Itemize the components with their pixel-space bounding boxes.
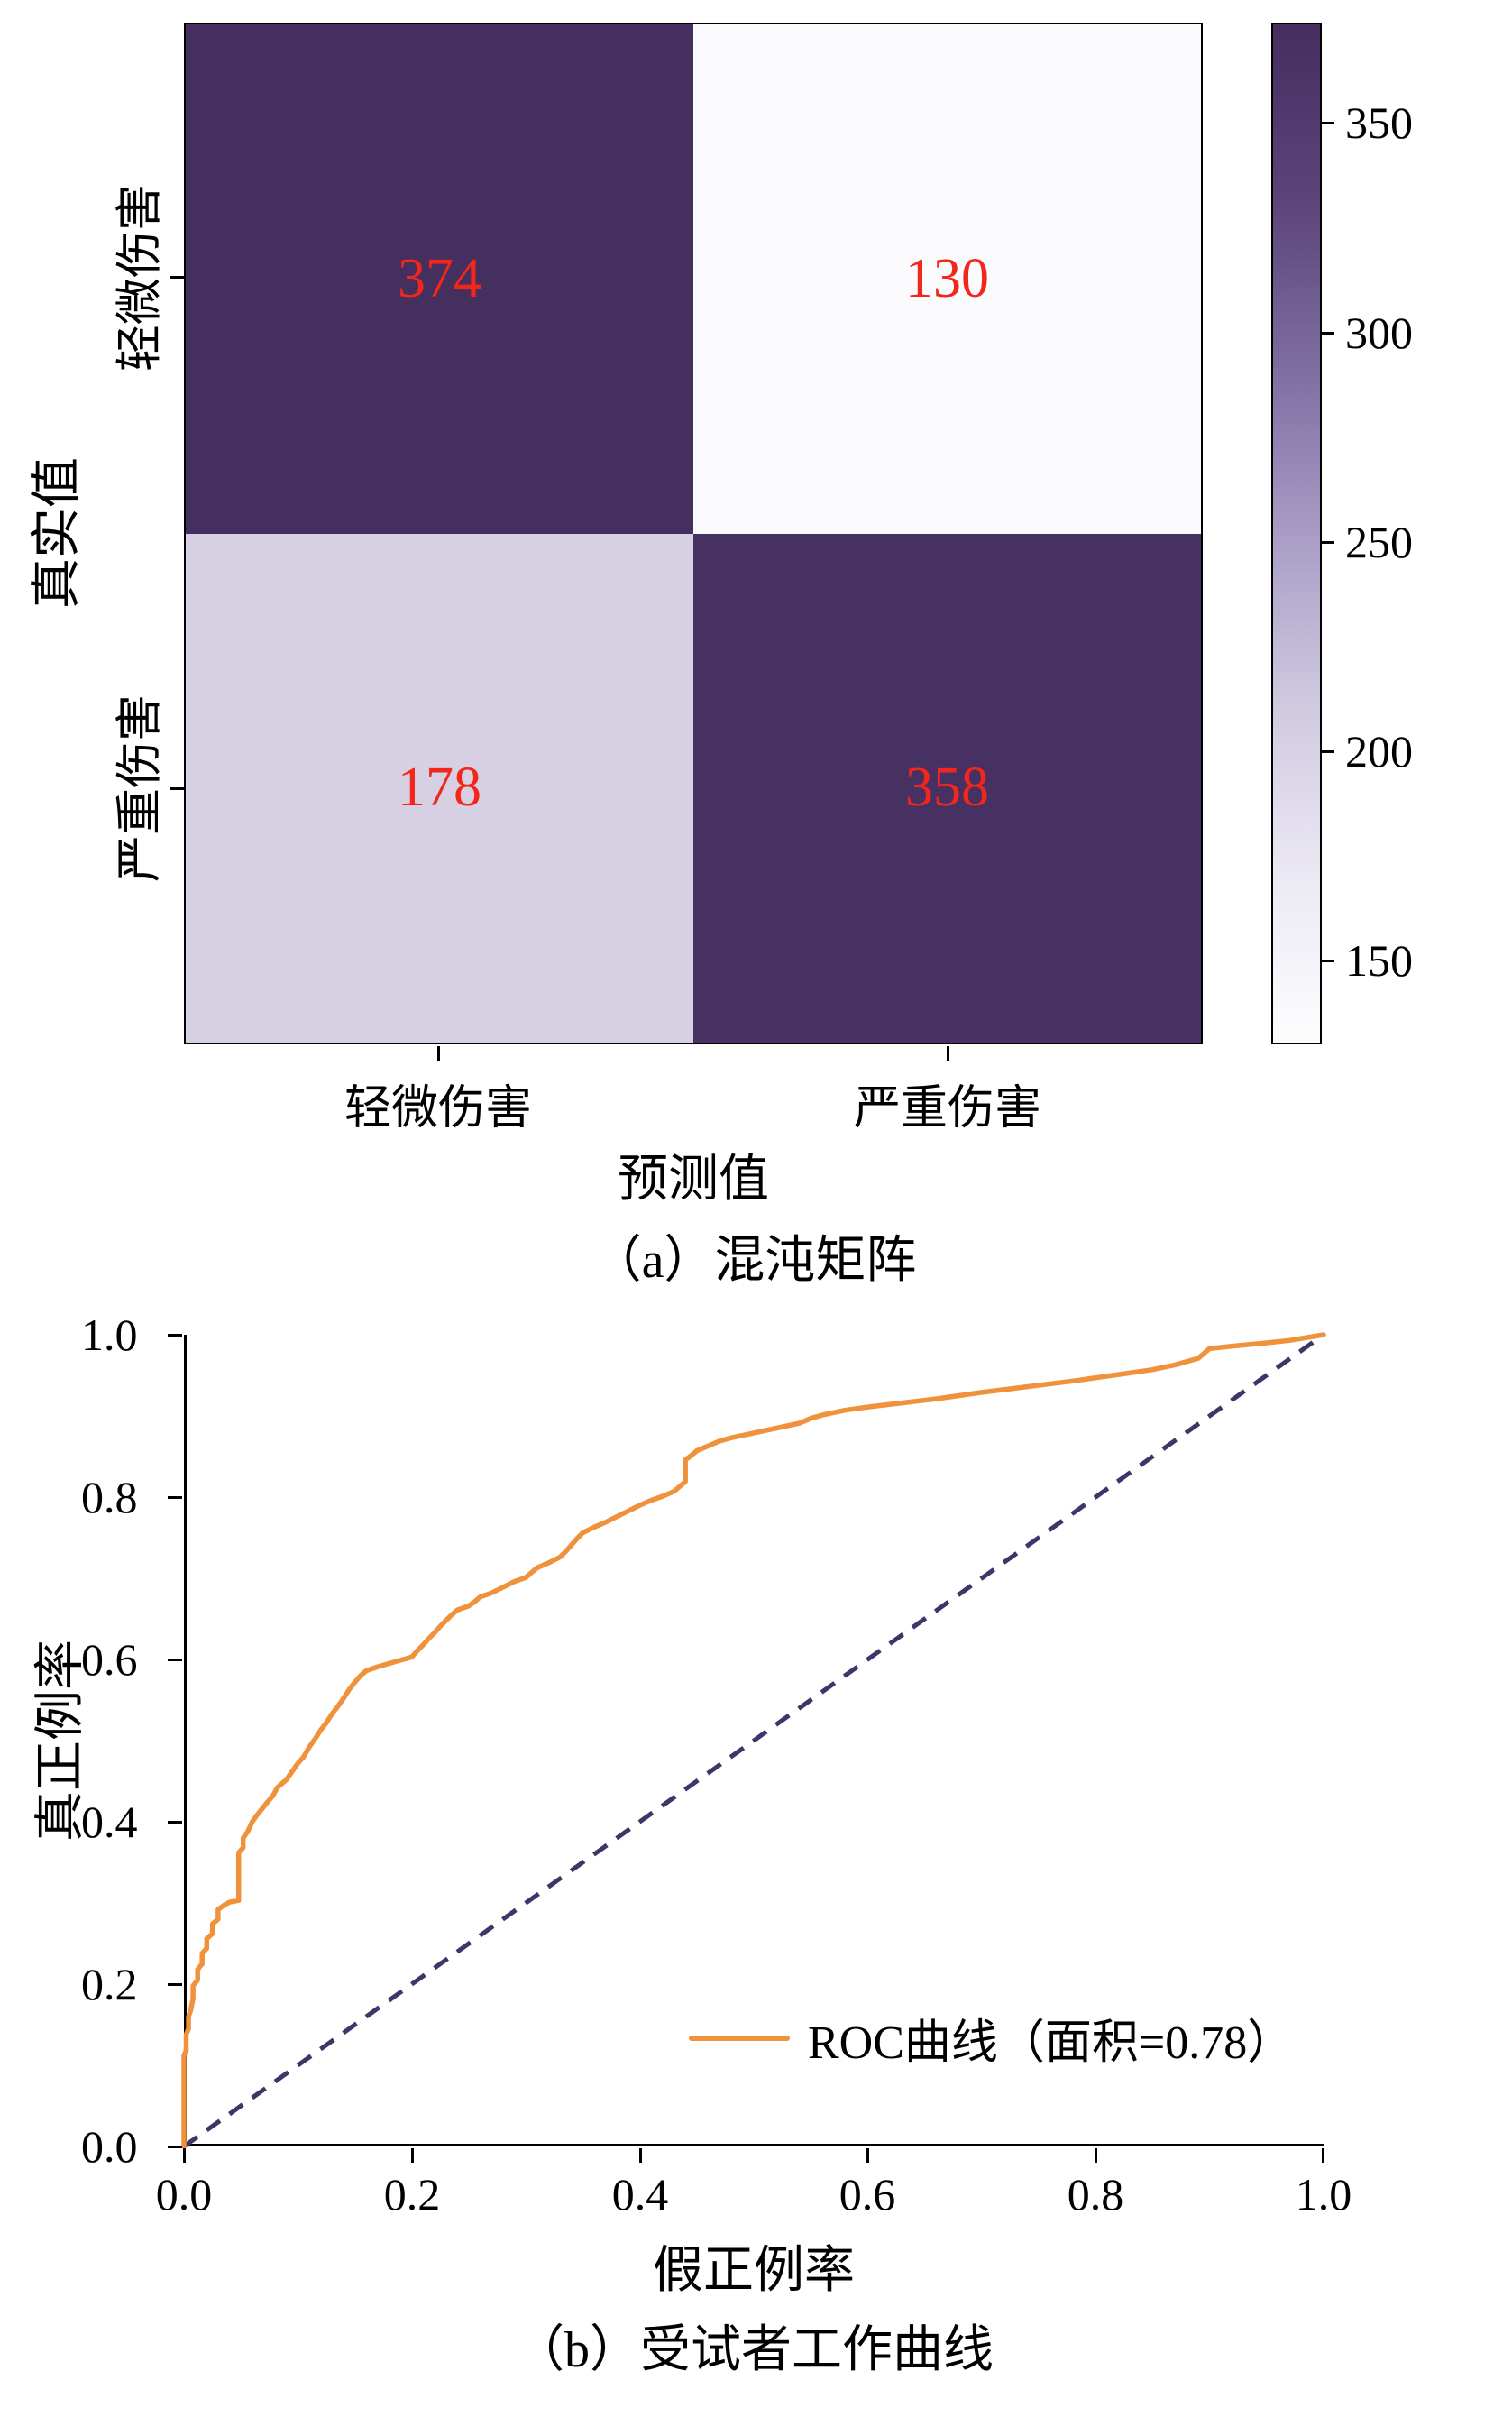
diagonal-reference-line bbox=[182, 1332, 1325, 2149]
caption-b: （b）受试者工作曲线 bbox=[514, 2322, 994, 2378]
colorbar-label-250: 250 bbox=[1345, 517, 1413, 567]
roc-xtick-label-0.4: 0.4 bbox=[611, 2169, 669, 2219]
cm-col-label-0: 轻微伤害 bbox=[344, 1083, 533, 1135]
roc-ytick-label-1.0: 1.0 bbox=[81, 1310, 138, 1360]
roc-xtick-label-0.2: 0.2 bbox=[383, 2169, 441, 2219]
cm-xtick-mark-0 bbox=[437, 1046, 440, 1061]
colorbar-label-150: 150 bbox=[1345, 935, 1413, 986]
roc-ytick-label-0.6: 0.6 bbox=[81, 1634, 138, 1685]
confusion-matrix-plot: 374 130 178 358 bbox=[184, 23, 1203, 1044]
cm-row-label-1: 严重伤害 bbox=[115, 694, 167, 883]
cm-value-row1-col1: 358 bbox=[905, 757, 989, 819]
colorbar-label-200: 200 bbox=[1345, 726, 1413, 777]
roc-xlabel: 假正例率 bbox=[653, 2243, 855, 2299]
cm-ylabel: 真实值 bbox=[29, 457, 86, 609]
cm-col-label-1: 严重伤害 bbox=[853, 1083, 1042, 1135]
roc-xtick-mark-0.0 bbox=[183, 2148, 186, 2163]
roc-xtick-mark-0.4 bbox=[639, 2148, 642, 2163]
roc-axes-frame bbox=[184, 1335, 1324, 2146]
roc-xtick-mark-0.8 bbox=[1095, 2148, 1097, 2163]
roc-ytick-label-0.8: 0.8 bbox=[81, 1472, 138, 1522]
cm-ytick-mark-1 bbox=[170, 787, 184, 790]
roc-ytick-mark-0.0 bbox=[168, 2146, 182, 2148]
cm-cell-row0-col1: 130 bbox=[693, 24, 1201, 534]
colorbar-tick-mark-150 bbox=[1322, 960, 1334, 962]
cm-xlabel: 预测值 bbox=[618, 1152, 769, 1208]
roc-ytick-label-0.0: 0.0 bbox=[81, 2121, 138, 2172]
cm-value-row0-col1: 130 bbox=[905, 247, 989, 309]
roc-curve-line bbox=[181, 1332, 1326, 2149]
colorbar-tick-mark-200 bbox=[1322, 750, 1334, 753]
cm-xtick-mark-1 bbox=[947, 1046, 949, 1061]
cm-ytick-mark-0 bbox=[170, 276, 184, 279]
cm-cell-row0-col0: 374 bbox=[186, 24, 693, 534]
roc-ytick-label-0.2: 0.2 bbox=[81, 1959, 138, 2009]
roc-chart-canvas bbox=[181, 1332, 1326, 2149]
cm-value-row0-col0: 374 bbox=[398, 247, 481, 309]
roc-xtick-label-0.0: 0.0 bbox=[155, 2169, 213, 2219]
caption-a: （a）混沌矩阵 bbox=[591, 1233, 917, 1289]
roc-ylabel: 真正例率 bbox=[32, 1640, 89, 1842]
roc-xtick-label-1.0: 1.0 bbox=[1295, 2169, 1352, 2219]
colorbar-label-350: 350 bbox=[1345, 97, 1413, 148]
roc-xtick-mark-0.6 bbox=[866, 2148, 869, 2163]
cm-cell-row1-col0: 178 bbox=[186, 533, 693, 1043]
roc-xtick-mark-0.2 bbox=[411, 2148, 414, 2163]
roc-legend: ROC曲线（面积=0.78） bbox=[689, 2004, 1294, 2072]
cm-value-row1-col0: 178 bbox=[398, 757, 481, 819]
colorbar-tick-mark-300 bbox=[1322, 332, 1334, 335]
roc-ytick-mark-0.4 bbox=[168, 1821, 182, 1824]
roc-xtick-label-0.8: 0.8 bbox=[1067, 2169, 1124, 2219]
roc-ytick-mark-1.0 bbox=[168, 1334, 182, 1337]
colorbar-tick-mark-350 bbox=[1322, 122, 1334, 124]
roc-ytick-label-0.4: 0.4 bbox=[81, 1797, 138, 1847]
roc-ytick-mark-0.8 bbox=[168, 1496, 182, 1499]
roc-xtick-label-0.6: 0.6 bbox=[838, 2169, 896, 2219]
colorbar-label-300: 300 bbox=[1345, 308, 1413, 358]
confusion-matrix-grid: 374 130 178 358 bbox=[186, 24, 1201, 1043]
roc-ytick-mark-0.6 bbox=[168, 1659, 182, 1661]
roc-legend-label: ROC曲线（面积=0.78） bbox=[808, 2017, 1295, 2069]
cm-cell-row1-col1: 358 bbox=[693, 533, 1201, 1043]
colorbar bbox=[1271, 23, 1322, 1044]
colorbar-tick-mark-250 bbox=[1322, 541, 1334, 544]
cm-row-label-0: 轻微伤害 bbox=[115, 183, 167, 372]
roc-xtick-mark-1.0 bbox=[1322, 2148, 1324, 2163]
roc-legend-line-swatch bbox=[689, 2035, 790, 2041]
roc-ytick-mark-0.2 bbox=[168, 1983, 182, 1986]
